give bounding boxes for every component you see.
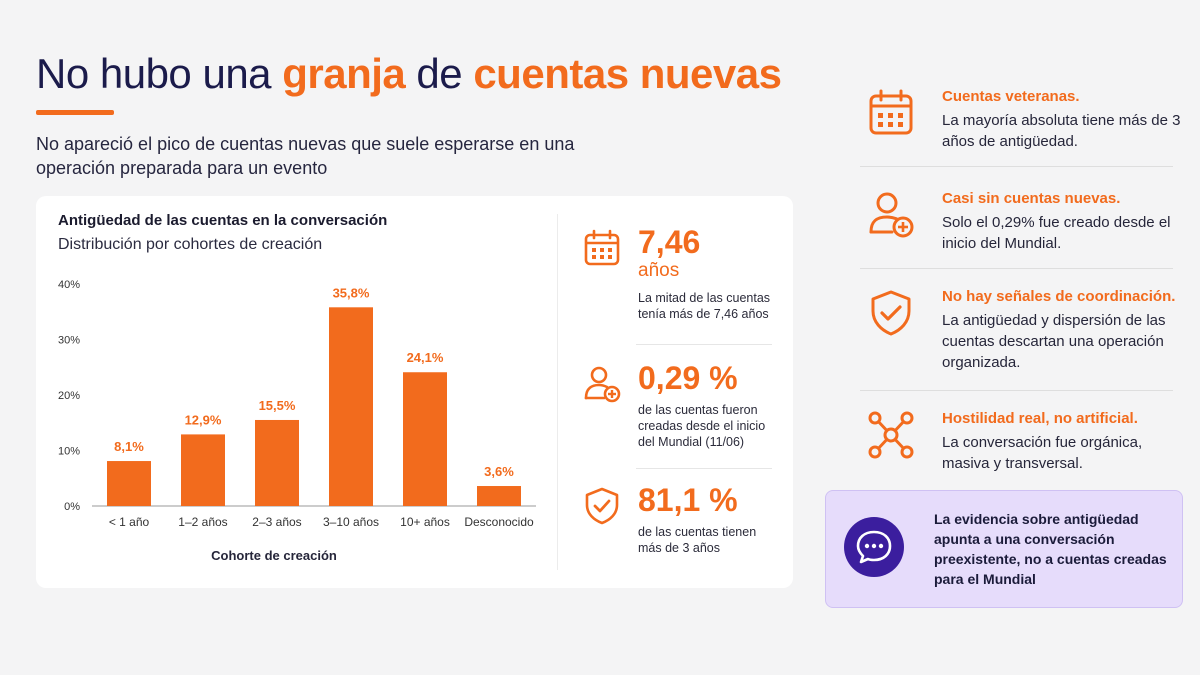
- stat-value: 7,46: [638, 224, 701, 260]
- finding-divider: [860, 268, 1173, 269]
- card-divider: [557, 214, 558, 570]
- stat-description: La mitad de las cuentas tenía más de 7,4…: [638, 291, 771, 321]
- stat-divider: [636, 344, 772, 345]
- finding-heading: Hostilidad real, no artificial.: [942, 410, 1138, 427]
- y-tick-label: 20%: [58, 390, 80, 402]
- stat-description: de las cuentas tienen más de 3 años: [638, 525, 757, 555]
- x-tick-label: < 1 año: [109, 515, 150, 529]
- calendar-icon: [584, 229, 620, 266]
- stat-unit: años: [638, 260, 680, 281]
- bar: [181, 434, 225, 506]
- bar-value-label: 35,8%: [333, 285, 370, 300]
- add-user-icon: [584, 366, 621, 403]
- finding-divider: [860, 390, 1173, 391]
- title-part-2: de: [405, 50, 474, 97]
- bar: [107, 461, 151, 506]
- y-tick-label: 40%: [58, 279, 80, 291]
- bar-chart: 0% 10% 20% 30% 40% 8,1% < 1 año 12,9% 1–2 años 15…: [58, 279, 536, 563]
- shield-check-icon: [585, 487, 619, 525]
- finding-body: La antigüedad y dispersión de las cuenta…: [942, 312, 1166, 371]
- bar: [477, 486, 521, 506]
- finding-divider: [860, 166, 1173, 167]
- stat-description: de las cuentas fueron creadas desde el i…: [638, 403, 766, 449]
- bar-value-label: 24,1%: [407, 350, 444, 365]
- stat-value: 81,1 %: [638, 482, 738, 518]
- bar-value-label: 3,6%: [484, 464, 514, 479]
- shield-check-icon: [871, 290, 911, 336]
- evidence-callout: La evidencia sobre antigüedad apunta a u…: [825, 490, 1183, 608]
- finding-heading: No hay señales de coordinación.: [942, 288, 1176, 305]
- bar: [255, 419, 299, 506]
- bar: [403, 372, 447, 506]
- y-tick-label: 10%: [58, 446, 80, 458]
- chart-subtitle: Distribución por cohortes de creación: [58, 236, 323, 253]
- finding-heading: Casi sin cuentas nuevas.: [942, 190, 1121, 207]
- y-tick-label: 0%: [64, 501, 80, 513]
- chart-title: Antigüedad de las cuentas en la conversa…: [58, 212, 388, 229]
- stat-value: 0,29 %: [638, 360, 738, 396]
- x-tick-label: Desconocido: [464, 515, 534, 529]
- finding-body: La conversación fue orgánica, masiva y t…: [942, 434, 1143, 472]
- finding-body: La mayoría absoluta tiene más de 3 años …: [942, 112, 1181, 150]
- x-tick-label: 3–10 años: [323, 515, 379, 529]
- bar-value-label: 15,5%: [259, 398, 296, 413]
- add-user-icon: [869, 192, 914, 238]
- x-axis-label: Cohorte de creación: [211, 548, 337, 563]
- title-highlight-2: cuentas nuevas: [473, 50, 782, 97]
- title-underline: [36, 110, 114, 115]
- finding-heading: Cuentas veteranas.: [942, 88, 1080, 105]
- bar-value-label: 12,9%: [185, 412, 222, 427]
- callout-text: La evidencia sobre antigüedad apunta a u…: [934, 511, 1167, 587]
- calendar-icon: [869, 89, 913, 135]
- bar-value-label: 8,1%: [114, 439, 144, 454]
- x-tick-label: 1–2 años: [178, 515, 227, 529]
- page-subtitle: No apareció el pico de cuentas nuevas qu…: [36, 134, 575, 178]
- page-title: No hubo una granja de cuentas nuevas: [36, 50, 782, 98]
- x-tick-label: 10+ años: [400, 515, 450, 529]
- title-highlight-1: granja: [282, 50, 406, 97]
- finding-body: Solo el 0,29% fue creado desde el inicio…: [942, 214, 1171, 252]
- bar: [329, 307, 373, 506]
- network-icon: [868, 411, 914, 459]
- chat-bubble-icon: [844, 517, 904, 577]
- y-tick-label: 30%: [58, 335, 80, 347]
- x-tick-label: 2–3 años: [252, 515, 301, 529]
- title-part-1: No hubo una: [36, 50, 283, 97]
- stat-divider: [636, 468, 772, 469]
